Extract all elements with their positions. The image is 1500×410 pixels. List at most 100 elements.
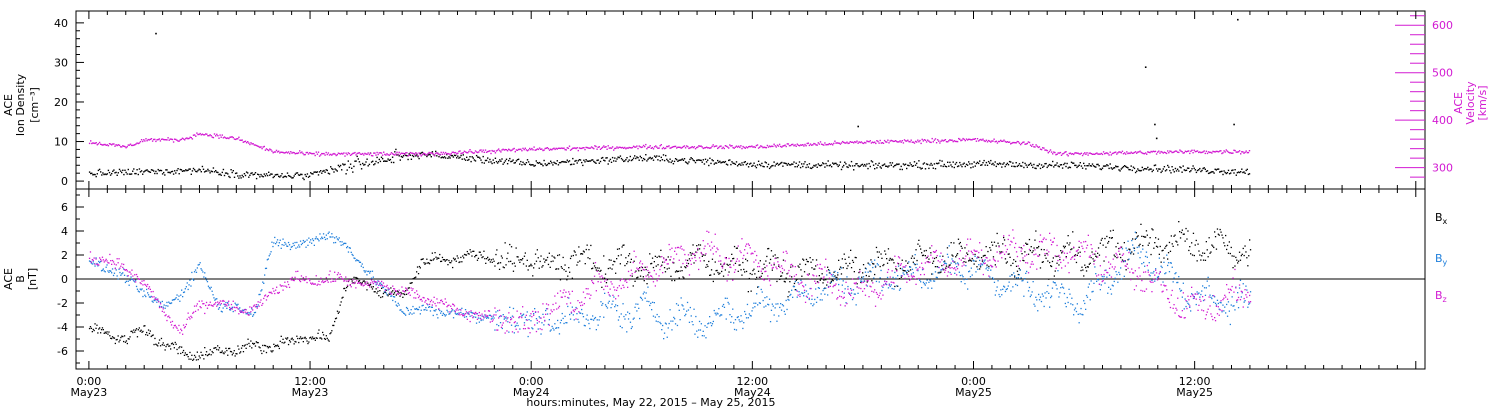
data-point <box>1111 168 1114 170</box>
data-point <box>448 259 450 262</box>
data-point <box>1226 244 1229 247</box>
data-point <box>788 299 790 301</box>
data-point <box>812 144 814 146</box>
data-point <box>1198 250 1200 252</box>
data-point <box>728 159 730 162</box>
data-point <box>383 151 385 153</box>
data-point <box>243 141 246 143</box>
data-point <box>175 326 177 328</box>
data-point <box>562 160 564 163</box>
data-point <box>904 266 906 268</box>
data-point <box>654 316 656 318</box>
data-point <box>393 292 396 294</box>
data-point <box>1190 170 1192 172</box>
data-point <box>496 323 498 326</box>
data-point <box>707 323 709 325</box>
data-point <box>619 263 621 265</box>
data-point <box>879 139 881 142</box>
data-point <box>707 147 709 149</box>
data-point <box>869 165 871 168</box>
data-point <box>1186 167 1189 169</box>
data-point <box>793 145 795 147</box>
data-point <box>335 154 337 157</box>
data-point <box>798 266 800 268</box>
data-point <box>849 141 851 143</box>
data-point <box>649 145 651 147</box>
data-point <box>446 153 448 155</box>
data-point <box>203 171 206 173</box>
data-point <box>887 287 890 289</box>
data-point <box>394 154 396 156</box>
data-point <box>548 252 550 254</box>
data-point <box>480 254 482 256</box>
data-point <box>379 282 381 284</box>
data-point <box>944 260 946 262</box>
data-point <box>212 136 215 139</box>
data-point <box>881 142 884 144</box>
data-point <box>1073 255 1076 257</box>
data-point <box>1148 262 1150 264</box>
data-point <box>399 295 401 297</box>
data-point <box>410 282 412 284</box>
data-point <box>1016 140 1018 143</box>
data-point <box>195 271 198 273</box>
data-point <box>1064 302 1066 305</box>
data-point <box>1045 162 1047 165</box>
data-point <box>217 301 219 303</box>
data-point <box>166 344 168 346</box>
data-point <box>387 289 389 291</box>
data-point <box>311 153 313 155</box>
data-point <box>414 277 416 279</box>
data-point <box>1241 168 1243 170</box>
data-point <box>1110 154 1112 156</box>
data-point <box>1165 152 1168 155</box>
data-point <box>391 291 393 293</box>
data-point <box>336 238 339 240</box>
data-point <box>255 305 257 308</box>
data-point <box>481 256 483 259</box>
data-point <box>740 269 742 271</box>
data-point <box>421 305 423 307</box>
data-point <box>618 146 620 148</box>
data-point <box>508 260 510 263</box>
data-point <box>568 267 570 269</box>
data-point <box>848 164 850 166</box>
data-point <box>1006 261 1008 263</box>
data-point <box>631 275 633 277</box>
data-point <box>1203 252 1206 254</box>
data-point <box>245 309 247 311</box>
data-point <box>954 163 957 165</box>
data-point <box>653 146 656 148</box>
data-point <box>516 159 519 161</box>
data-point <box>208 170 210 172</box>
data-point <box>1184 150 1187 152</box>
data-point <box>105 258 107 260</box>
data-point <box>134 274 136 276</box>
data-point <box>587 160 589 162</box>
data-point <box>127 168 129 171</box>
data-point <box>752 164 754 167</box>
data-point <box>1217 233 1219 235</box>
data-point <box>1161 266 1163 269</box>
data-point <box>731 316 733 318</box>
data-point <box>366 289 368 291</box>
data-point <box>604 277 606 279</box>
data-point <box>1138 151 1140 153</box>
data-point <box>623 244 625 246</box>
data-point <box>1100 239 1102 241</box>
data-point <box>458 150 460 153</box>
data-point <box>976 257 978 259</box>
data-point <box>271 292 273 295</box>
data-point <box>1168 241 1171 244</box>
data-point <box>1030 294 1032 296</box>
data-point <box>352 282 354 284</box>
data-point <box>590 318 592 320</box>
data-point <box>976 266 978 268</box>
data-point <box>818 143 821 145</box>
data-point <box>498 325 500 327</box>
data-point <box>906 272 908 274</box>
data-point <box>1180 231 1183 234</box>
data-point <box>987 269 989 271</box>
data-point <box>415 155 417 157</box>
data-point <box>232 300 234 302</box>
